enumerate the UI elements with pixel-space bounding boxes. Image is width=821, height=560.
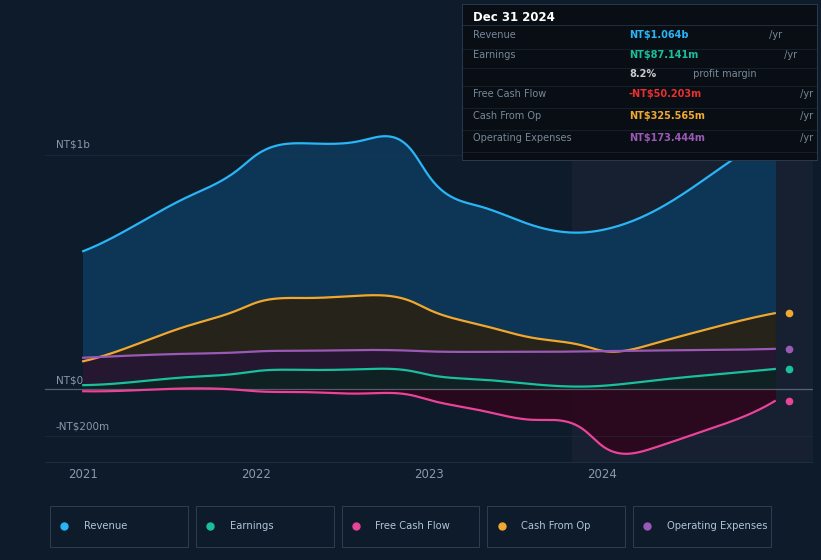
FancyBboxPatch shape <box>633 506 771 547</box>
Text: Cash From Op: Cash From Op <box>521 521 590 531</box>
Text: Earnings: Earnings <box>473 50 516 60</box>
Text: 8.2%: 8.2% <box>629 69 656 79</box>
Text: Revenue: Revenue <box>84 521 127 531</box>
FancyBboxPatch shape <box>50 506 188 547</box>
Text: Operating Expenses: Operating Expenses <box>667 521 768 531</box>
Text: NT$0: NT$0 <box>56 375 83 385</box>
FancyBboxPatch shape <box>342 506 479 547</box>
Text: /yr: /yr <box>796 89 813 99</box>
Text: Dec 31 2024: Dec 31 2024 <box>473 11 555 24</box>
Text: NT$325.565m: NT$325.565m <box>629 111 704 121</box>
Text: Free Cash Flow: Free Cash Flow <box>473 89 546 99</box>
Text: NT$87.141m: NT$87.141m <box>629 50 698 60</box>
Text: /yr: /yr <box>766 30 782 40</box>
Text: /yr: /yr <box>796 133 813 143</box>
Text: /yr: /yr <box>782 50 797 60</box>
Text: Cash From Op: Cash From Op <box>473 111 541 121</box>
Text: NT$173.444m: NT$173.444m <box>629 133 704 143</box>
FancyBboxPatch shape <box>488 506 626 547</box>
Text: Free Cash Flow: Free Cash Flow <box>375 521 450 531</box>
Text: profit margin: profit margin <box>690 69 756 79</box>
Text: -NT$200m: -NT$200m <box>56 421 110 431</box>
Text: -NT$50.203m: -NT$50.203m <box>629 89 702 99</box>
Text: Operating Expenses: Operating Expenses <box>473 133 571 143</box>
Bar <box>572 118 813 462</box>
Text: Revenue: Revenue <box>473 30 516 40</box>
Text: NT$1b: NT$1b <box>56 140 89 150</box>
Text: /yr: /yr <box>796 111 813 121</box>
Text: NT$1.064b: NT$1.064b <box>629 30 689 40</box>
Text: Earnings: Earnings <box>230 521 273 531</box>
FancyBboxPatch shape <box>195 506 333 547</box>
